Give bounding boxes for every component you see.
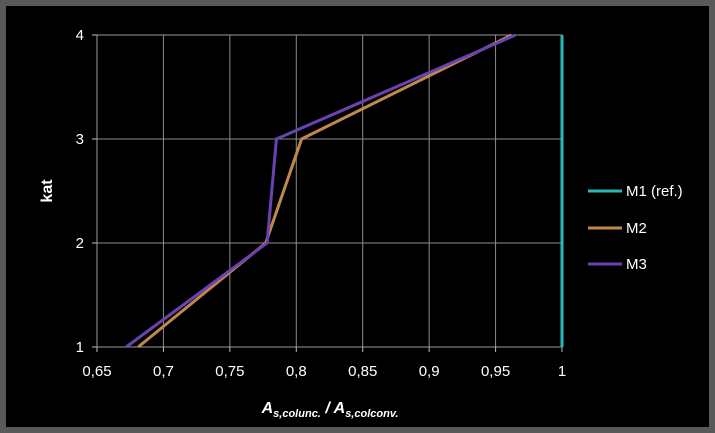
x-tick-labels: 0,65 0,7 0,75 0,8 0,85 0,9 0,95 1: [82, 347, 566, 380]
x-tick-label: 0,8: [286, 363, 307, 380]
y-tick-label: 2: [76, 235, 84, 252]
series-line-m3: [125, 33, 517, 349]
plot-area: [96, 34, 563, 348]
x-label-sub1: s,col: [273, 408, 299, 420]
series-lines: [125, 33, 564, 349]
x-label-sub1b: unc.: [298, 408, 321, 420]
legend-label: M3: [626, 256, 647, 273]
x-tick-label: 0,7: [153, 363, 174, 380]
x-tick-label: 0,95: [481, 363, 510, 380]
y-tick-labels: 1 2 3 4: [76, 27, 97, 356]
y-tick-label: 3: [76, 131, 84, 148]
x-label-a1: A: [261, 400, 274, 417]
x-tick-label: 0,75: [215, 363, 244, 380]
x-label-sub2b: conv.: [370, 408, 398, 420]
x-axis-label: As,colunc. / As,colconv.: [261, 400, 399, 420]
x-tick-label: 0,9: [419, 363, 440, 380]
x-tick-label: 1: [558, 363, 566, 380]
legend-label: M1 (ref.): [626, 183, 683, 200]
legend-label: M2: [626, 220, 647, 237]
x-tick-label: 0,85: [348, 363, 377, 380]
x-tick-label: 0,65: [82, 363, 111, 380]
legend: M1 (ref.) M2 M3: [588, 183, 683, 273]
x-label-a2: A: [333, 400, 346, 417]
y-tick-label: 1: [76, 339, 84, 356]
y-axis-label: kat: [39, 179, 56, 203]
y-tick-label: 4: [76, 27, 84, 44]
x-label-sep: /: [321, 400, 334, 417]
gridlines: [97, 35, 562, 347]
x-label-sub2: s,col: [345, 408, 371, 420]
series-line-m2: [137, 33, 513, 349]
